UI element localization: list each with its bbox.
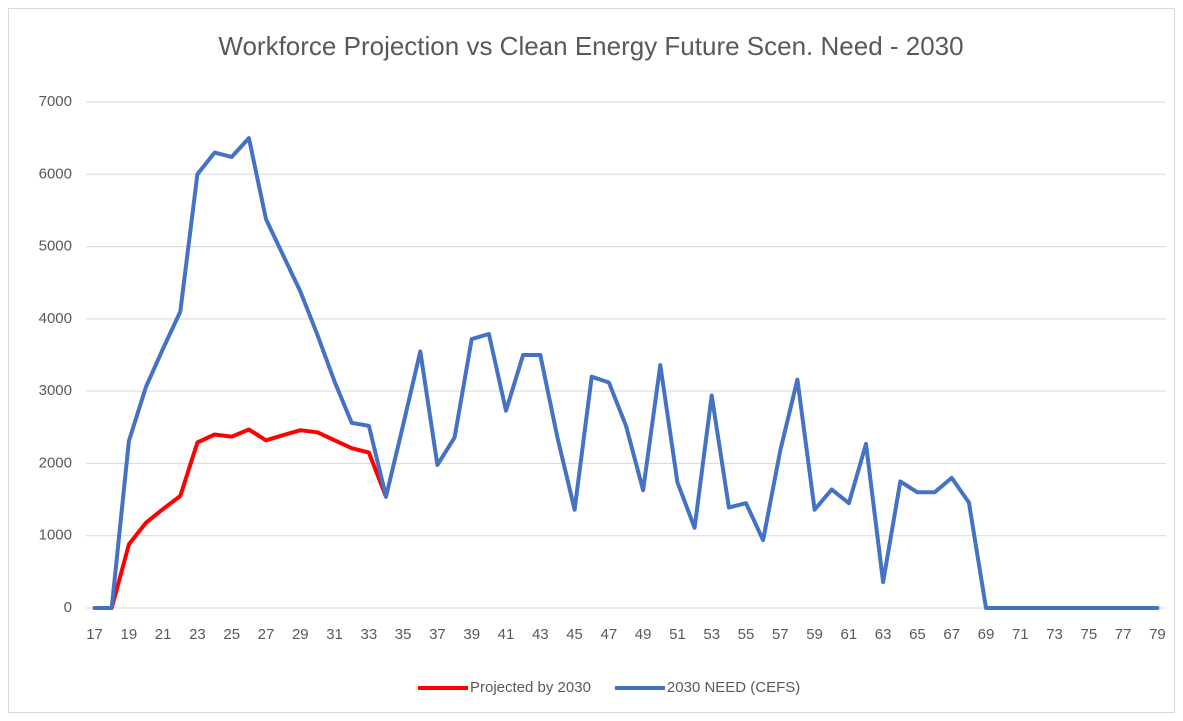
x-tick-label: 43 (532, 626, 549, 643)
y-tick-label: 3000 (39, 382, 72, 399)
y-tick-label: 1000 (39, 527, 72, 544)
x-tick-label: 77 (1115, 626, 1132, 643)
x-tick-label: 45 (566, 626, 583, 643)
x-tick-label: 23 (189, 626, 206, 643)
x-tick-label: 35 (395, 626, 412, 643)
x-tick-label: 29 (292, 626, 309, 643)
y-tick-label: 5000 (39, 238, 72, 255)
x-tick-label: 75 (1081, 626, 1098, 643)
x-tick-label: 63 (875, 626, 892, 643)
x-tick-label: 61 (841, 626, 858, 643)
x-tick-label: 69 (978, 626, 995, 643)
x-tick-label: 51 (669, 626, 686, 643)
x-tick-label: 33 (361, 626, 378, 643)
x-tick-label: 21 (155, 626, 172, 643)
x-tick-label: 59 (806, 626, 823, 643)
x-tick-label: 41 (498, 626, 515, 643)
x-tick-label: 27 (258, 626, 275, 643)
series-line (92, 136, 1160, 610)
x-tick-label: 55 (738, 626, 755, 643)
x-tick-label: 57 (772, 626, 789, 643)
x-tick-label: 73 (1046, 626, 1063, 643)
x-tick-label: 49 (635, 626, 652, 643)
x-tick-label: 67 (943, 626, 960, 643)
y-tick-label: 7000 (39, 93, 72, 110)
x-tick-label: 31 (326, 626, 343, 643)
x-tick-label: 17 (86, 626, 103, 643)
y-tick-label: 0 (64, 599, 72, 616)
x-tick-label: 19 (121, 626, 138, 643)
x-tick-label: 53 (703, 626, 720, 643)
legend-label: 2030 NEED (CEFS) (667, 679, 800, 696)
chart-title: Workforce Projection vs Clean Energy Fut… (218, 31, 963, 61)
x-tick-label: 71 (1012, 626, 1029, 643)
x-tick-label: 65 (909, 626, 926, 643)
x-tick-label: 79 (1149, 626, 1166, 643)
x-tick-label: 25 (223, 626, 240, 643)
legend-label: Projected by 2030 (470, 679, 591, 696)
y-tick-label: 2000 (39, 454, 72, 471)
x-tick-label: 39 (463, 626, 480, 643)
x-tick-label: 37 (429, 626, 446, 643)
y-tick-label: 6000 (39, 165, 72, 182)
x-tick-label: 47 (601, 626, 618, 643)
y-tick-label: 4000 (39, 310, 72, 327)
chart-border (8, 8, 1175, 713)
series-line (92, 427, 388, 610)
